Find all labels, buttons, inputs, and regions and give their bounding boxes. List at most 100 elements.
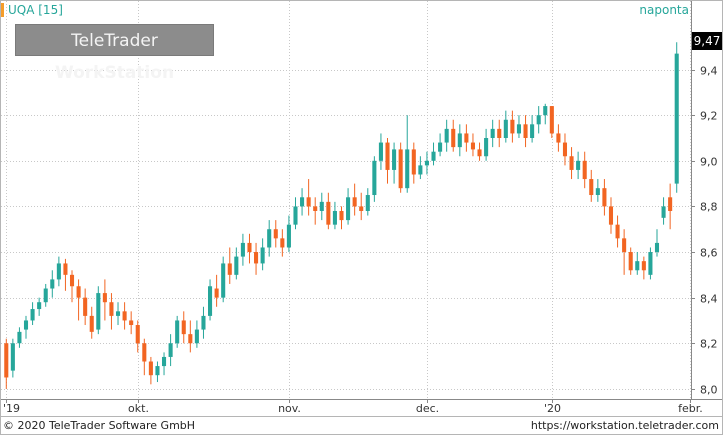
candle [326, 192, 331, 230]
y-axis-ticks: 8,0 8,2 8,4 8,6 8,8 9,0 9,2 9,4 [691, 65, 718, 397]
candle-body [4, 343, 9, 378]
copyright-text: © 2020 TeleTrader Software GmbH [3, 419, 196, 432]
candle-body [293, 206, 298, 225]
candle [56, 256, 61, 287]
candle [385, 138, 390, 184]
candle-body [332, 210, 337, 225]
candle [109, 293, 114, 330]
candle [589, 169, 594, 202]
candle-body [398, 149, 403, 189]
candle-body [641, 261, 646, 271]
candle [359, 192, 364, 221]
period-label[interactable]: naponta [639, 3, 689, 17]
candle [129, 311, 134, 335]
candle [194, 320, 199, 348]
candle-body [115, 311, 121, 316]
candle-body [562, 142, 568, 157]
candle-body [451, 128, 456, 148]
candle [602, 179, 607, 216]
candle-body [674, 53, 679, 184]
x-axis-ticks: '19 okt. nov. dec. '20 febr. [3, 399, 703, 415]
candle [457, 124, 462, 157]
candle-body [319, 201, 324, 211]
candle [234, 247, 239, 280]
candle [392, 142, 397, 184]
symbol-label[interactable]: UQA [15] [8, 3, 63, 17]
candle-body [582, 160, 587, 180]
candle [615, 215, 620, 248]
candle [83, 288, 88, 326]
candle-body [510, 119, 515, 134]
candle-body [635, 261, 640, 271]
candle [43, 283, 48, 307]
candle-body [523, 124, 528, 138]
candle [188, 320, 193, 353]
candle-body [240, 242, 245, 257]
candle [267, 220, 272, 257]
candle-body [595, 188, 600, 196]
candle [661, 197, 666, 225]
candle [549, 106, 554, 138]
candle [306, 179, 311, 216]
x-tick-label: okt. [128, 402, 149, 415]
candle [4, 338, 9, 389]
candle-body [313, 206, 318, 211]
candle [438, 133, 443, 157]
y-tick-label: 9,0 [700, 156, 718, 169]
candle [313, 197, 318, 225]
candle-body [405, 149, 410, 189]
candle [576, 151, 581, 180]
candle [89, 306, 94, 339]
y-tick-label: 8,6 [700, 247, 718, 260]
candle [398, 142, 403, 193]
candlestick-series [4, 42, 679, 389]
candle-body [43, 288, 48, 303]
y-tick-label: 8,4 [700, 293, 718, 306]
candle-body [661, 206, 666, 218]
candle-body [602, 188, 607, 207]
candle-body [168, 343, 173, 357]
candle-body [576, 160, 581, 170]
candle [628, 247, 633, 275]
candle [378, 133, 383, 170]
candle-body [10, 343, 15, 371]
candle-body [181, 320, 186, 335]
candle-body [247, 242, 252, 253]
y-tick-label: 9,2 [700, 110, 718, 123]
candle [175, 315, 180, 348]
candle-body [589, 179, 594, 196]
candle [332, 201, 337, 230]
candle [247, 233, 252, 264]
logo-text-bold: WorkStation [54, 63, 175, 83]
candle-body [63, 263, 68, 275]
candle-body [300, 197, 305, 207]
candle [523, 115, 528, 148]
candle-body [286, 224, 291, 248]
candle-body [477, 149, 482, 157]
candle [69, 270, 75, 303]
candle-body [444, 128, 449, 143]
candle-body [470, 142, 475, 150]
candle-body [267, 229, 272, 248]
candle [569, 147, 574, 180]
candle [135, 320, 140, 353]
candle-body [536, 115, 541, 125]
candle-body [161, 356, 167, 367]
candle-body [208, 286, 213, 316]
candle-body [418, 165, 423, 175]
candle [63, 258, 68, 291]
candle [556, 124, 561, 152]
x-tick-label: febr. [678, 402, 703, 415]
source-url-link[interactable]: https://workstation.teletrader.com [530, 419, 719, 432]
candle [273, 220, 278, 248]
candle [227, 247, 232, 284]
candle-body [194, 329, 199, 344]
candle [254, 242, 259, 275]
candle [530, 115, 535, 143]
candle [208, 279, 213, 321]
candle-body [326, 201, 331, 225]
x-tick-label: dec. [416, 402, 439, 415]
candle-body [214, 288, 219, 298]
candle [543, 103, 548, 125]
